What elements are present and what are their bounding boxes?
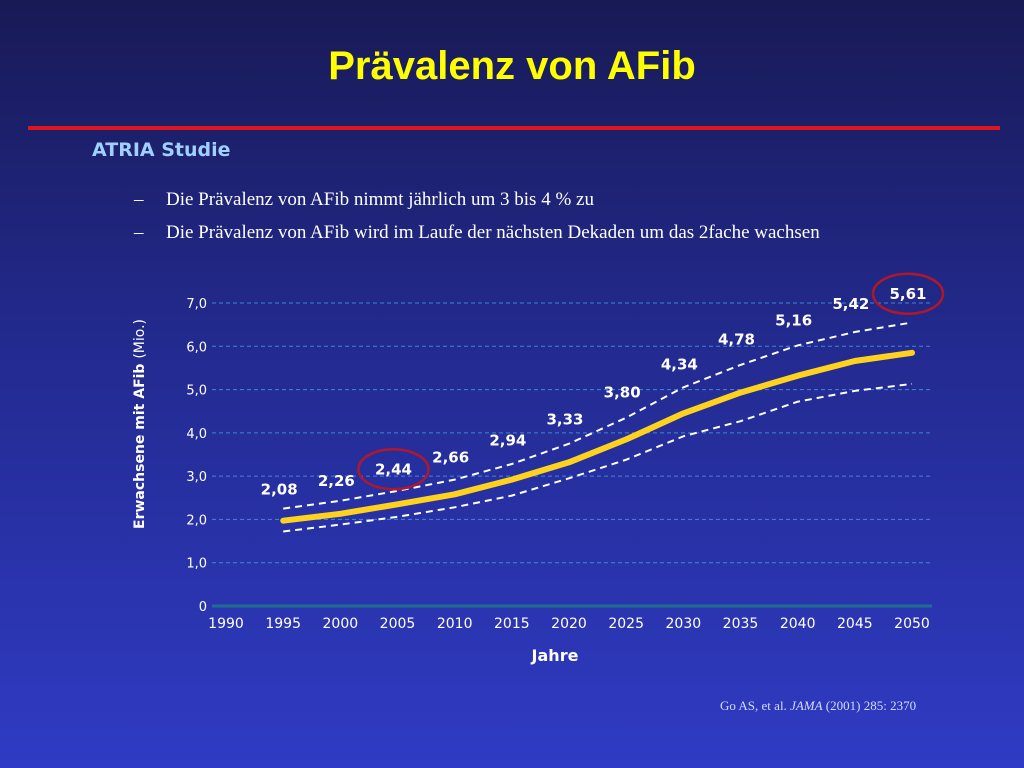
y-tick-label: 1,0 — [186, 557, 207, 572]
study-subtitle: ATRIA Studie — [92, 139, 231, 161]
x-tick-label: 2050 — [894, 616, 930, 632]
x-tick-label: 2015 — [494, 616, 530, 632]
bullet-list: – Die Prävalenz von AFib nimmt jährlich … — [134, 186, 894, 252]
x-tick-label: 2035 — [723, 616, 759, 632]
data-label: 3,33 — [546, 410, 583, 428]
x-tick-label: 2030 — [666, 616, 702, 632]
series-line-upper-bound — [283, 321, 913, 510]
bullet-marker: – — [134, 222, 144, 243]
x-tick-label: 2000 — [323, 616, 359, 632]
x-tick-label: 2045 — [837, 616, 873, 632]
title-divider — [28, 126, 1000, 130]
y-tick-label: 6,0 — [186, 340, 207, 355]
series-line-lower-bound — [283, 382, 913, 533]
data-label: 2,44 — [375, 460, 412, 478]
citation-details: (2001) 285: 2370 — [825, 698, 917, 713]
bullet-marker: – — [134, 189, 144, 210]
bullet-item: – Die Prävalenz von AFib wird im Laufe d… — [134, 219, 894, 246]
y-axis-title-main: Erwachsene mit AFib — [132, 359, 148, 529]
data-label: 2,66 — [432, 448, 469, 466]
citation-journal: JAMA — [790, 698, 823, 713]
y-axis-title-unit: (Mio.) — [132, 319, 148, 359]
highlight-circle — [357, 448, 430, 491]
data-label: 2,08 — [261, 481, 298, 499]
y-tick-label: 5,0 — [186, 384, 207, 399]
citation-authors: Go AS, et al. — [720, 698, 787, 713]
data-label: 2,26 — [318, 472, 355, 490]
x-tick-label: 1990 — [208, 616, 244, 632]
y-tick-label: 2,0 — [186, 513, 207, 528]
x-tick-label: 2040 — [780, 616, 816, 632]
data-label: 5,42 — [832, 295, 869, 313]
bullet-item: – Die Prävalenz von AFib nimmt jährlich … — [134, 186, 894, 213]
x-tick-label: 2020 — [551, 616, 587, 632]
x-tick-label: 2005 — [380, 616, 416, 632]
data-label: 5,16 — [775, 312, 812, 330]
bullet-text: Die Prävalenz von AFib wird im Laufe der… — [166, 222, 820, 243]
x-axis-title: Jahre — [531, 646, 579, 665]
highlight-circle — [871, 272, 945, 316]
y-tick-label: 3,0 — [186, 470, 207, 485]
bullet-text: Die Prävalenz von AFib nimmt jährlich um… — [166, 189, 594, 210]
y-axis-title: Erwachsene mit AFib (Mio.) — [132, 319, 148, 529]
data-label: 4,34 — [661, 355, 698, 373]
y-tick-label: 0 — [199, 600, 207, 615]
data-label: 3,80 — [604, 383, 641, 401]
x-tick-label: 1995 — [265, 616, 301, 632]
y-tick-label: 7,0 — [186, 297, 207, 312]
y-tick-label: 4,0 — [186, 427, 207, 442]
citation: Go AS, et al. JAMA (2001) 285: 2370 — [720, 698, 916, 714]
x-tick-label: 2025 — [608, 616, 644, 632]
data-label: 5,61 — [889, 285, 926, 303]
data-label: 2,94 — [489, 432, 526, 450]
page-title: Prävalenz von AFib — [328, 44, 696, 88]
data-label: 4,78 — [718, 331, 755, 349]
series-line-main — [280, 349, 915, 524]
x-tick-label: 2010 — [437, 616, 473, 632]
